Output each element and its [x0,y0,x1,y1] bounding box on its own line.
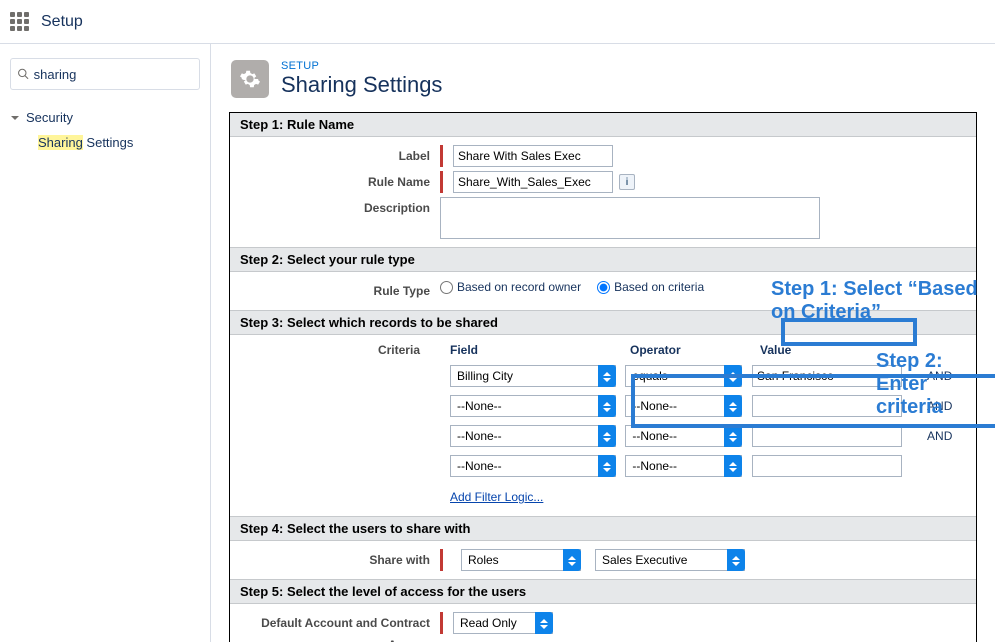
rulename-label: Rule Name [240,171,440,193]
description-input[interactable] [440,197,820,239]
field-select-wrap[interactable]: --None-- [450,455,616,477]
nav-label-security: Security [26,110,73,125]
annotation-step2: Step 2: Enter criteria [876,350,995,419]
operator-select-wrap[interactable]: --None-- [625,455,742,477]
sharewith-value-select[interactable]: Sales Executive [595,549,745,571]
search-icon [17,67,30,81]
nav-item-sharing-settings[interactable]: Sharing Settings [10,129,200,156]
criteria-row: --None-- --None-- AND [450,421,966,451]
col-field: Field [450,343,620,357]
add-filter-wrap: Add Filter Logic... [450,481,966,508]
step1-body: Label Rule Name i Description [230,137,976,247]
acct-access-label: Default Account and Contract Access [240,612,440,642]
page-header: SETUP Sharing Settings [211,44,995,112]
info-icon[interactable]: i [619,174,635,190]
operator-select-wrap[interactable]: --None-- [625,425,742,447]
nav-tree: Security Sharing Settings [10,106,200,156]
nav-item-security[interactable]: Security [10,106,200,129]
rulename-input[interactable] [453,171,613,193]
required-marker [440,145,443,167]
step5-header: Step 5: Select the level of access for t… [230,579,976,604]
quick-find-input[interactable] [34,67,193,82]
field-select-wrap[interactable]: --None-- [450,395,616,417]
page-title: Sharing Settings [281,72,442,98]
step4-body: Share with Roles Sales Executive [230,541,976,579]
sharewith-label: Share with [240,549,440,571]
gear-icon [231,60,269,98]
value-input[interactable] [752,455,902,477]
operator-select[interactable]: --None-- [625,425,742,447]
add-filter-logic-link[interactable]: Add Filter Logic... [450,490,543,504]
required-marker [440,612,443,634]
operator-select-wrap[interactable]: equals [625,365,742,387]
search-wrap[interactable] [10,58,200,90]
and-label: AND [927,429,966,443]
step3-body: Criteria Field Operator Value Billing Ci… [230,335,976,516]
criteria-label: Criteria [230,343,430,357]
field-select-wrap[interactable]: --None-- [450,425,616,447]
step2-header: Step 2: Select your rule type [230,247,976,272]
main-content: SETUP Sharing Settings Step 1: Rule Name… [210,44,995,642]
radio-based-on-criteria[interactable] [597,281,610,294]
chevron-down-icon [10,113,20,123]
value-input[interactable] [752,425,902,447]
step1-header: Step 1: Rule Name [230,113,976,137]
sharewith-type-select[interactable]: Roles [461,549,581,571]
sharewith-type-select-wrap[interactable]: Roles [461,549,581,571]
sharewith-value-select-wrap[interactable]: Sales Executive [595,549,745,571]
radio-label-owner: Based on record owner [457,280,581,294]
field-select-wrap[interactable]: Billing City [450,365,616,387]
step4-header: Step 4: Select the users to share with [230,516,976,541]
field-select[interactable]: --None-- [450,455,616,477]
col-operator: Operator [630,343,750,357]
label-input[interactable] [453,145,613,167]
acct-access-select-wrap[interactable]: Read Only [453,612,553,634]
annotation-step1: Step 1: Select “Based on Criteria” [771,278,995,324]
operator-select[interactable]: --None-- [625,395,742,417]
nav-highlight: Sharing [38,135,83,150]
field-select[interactable]: --None-- [450,395,616,417]
nav-label-rest: Settings [83,135,134,150]
page-eyebrow: SETUP [281,60,442,72]
field-select[interactable]: --None-- [450,425,616,447]
description-label: Description [240,197,440,219]
required-marker [440,549,443,571]
topbar: Setup [0,0,995,44]
step5-body: Default Account and Contract Access Read… [230,604,976,642]
label-label: Label [240,145,440,167]
topbar-title: Setup [41,13,83,31]
operator-select-wrap[interactable]: --None-- [625,395,742,417]
operator-select[interactable]: equals [625,365,742,387]
criteria-row: --None-- --None-- [450,451,966,481]
field-select[interactable]: Billing City [450,365,616,387]
acct-access-select[interactable]: Read Only [453,612,553,634]
radio-record-owner[interactable] [440,281,453,294]
operator-select[interactable]: --None-- [625,455,742,477]
sidebar: Security Sharing Settings [0,44,210,166]
required-marker [440,171,443,193]
ruletype-label: Rule Type [240,280,440,302]
radio-label-criteria: Based on criteria [614,280,704,294]
app-launcher-icon[interactable] [10,12,29,31]
form-area: Step 1: Rule Name Label Rule Name i Desc… [229,112,977,642]
